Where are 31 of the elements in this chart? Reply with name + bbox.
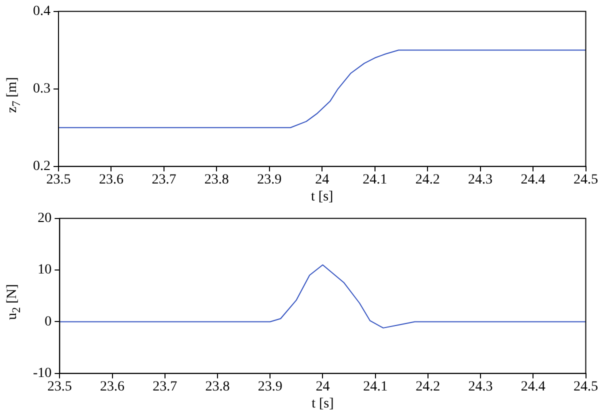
x-tick-label: 23.6 <box>98 172 124 188</box>
y-tick-label: 0.3 <box>33 82 50 97</box>
x-tick-label: 23.9 <box>258 379 282 394</box>
x-tick-label: 23.6 <box>100 379 125 394</box>
x-tick-label: 24 <box>315 172 330 188</box>
x-tick-label: 24.5 <box>574 172 598 188</box>
x-tick-label: 23.5 <box>46 172 71 188</box>
x-axis-title: t [s] <box>312 396 334 412</box>
x-tick-label: 24.4 <box>520 379 546 394</box>
x-tick-label: 23.7 <box>152 379 178 394</box>
x-tick-label: 24.2 <box>416 379 440 394</box>
y-tick-label: 0 <box>44 314 52 330</box>
x-tick-label: 23.9 <box>257 172 282 188</box>
x-tick-label: 23.5 <box>47 379 72 394</box>
y-tick-label: 20 <box>38 211 52 226</box>
x-axis-title: t [s] <box>311 189 334 204</box>
y-tick-label: 10 <box>38 262 52 278</box>
y-tick-label: -10 <box>32 366 52 382</box>
x-tick-label: 24 <box>316 379 330 394</box>
x-tick-label: 24.5 <box>574 379 598 394</box>
x-tick-label: 24.1 <box>363 379 388 394</box>
x-tick-label: 24.3 <box>468 172 493 188</box>
x-tick-label: 23.8 <box>205 379 230 394</box>
x-tick-label: 23.7 <box>152 172 176 188</box>
x-tick-label: 24.1 <box>362 172 388 188</box>
y-tick-label: 0.4 <box>33 4 50 20</box>
x-tick-label: 24.4 <box>520 172 546 188</box>
x-tick-label: 24.3 <box>468 379 493 394</box>
x-tick-label: 24.2 <box>415 172 440 188</box>
x-tick-label: 23.8 <box>204 172 229 188</box>
y-tick-label: 0.2 <box>33 159 50 174</box>
